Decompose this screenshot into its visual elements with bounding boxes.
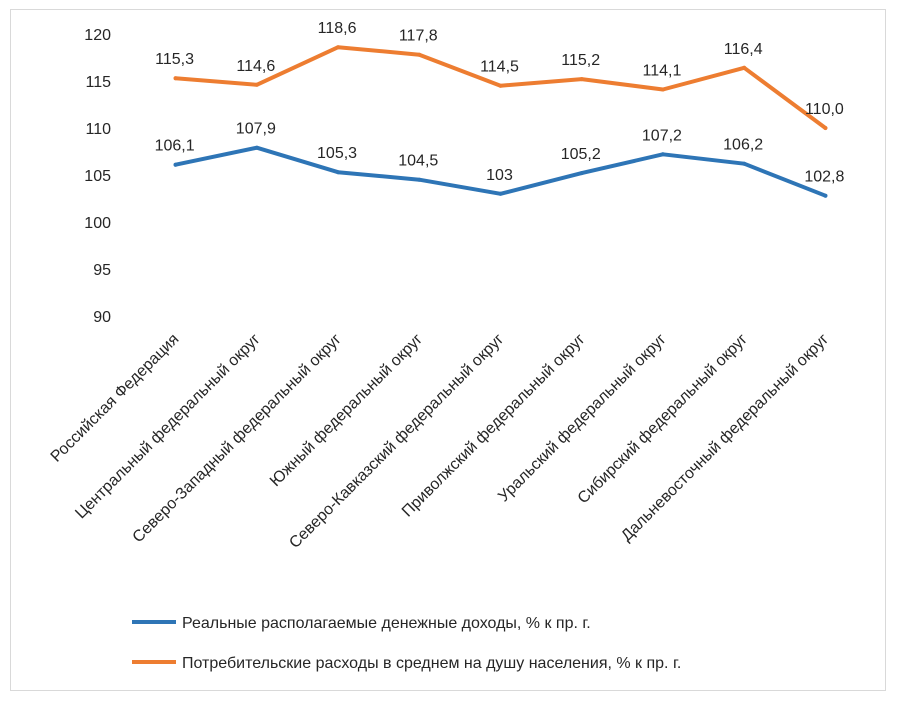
y-tick-label: 100 [84,215,111,232]
y-axis: 90 95 100 105 110 115 120 [84,27,111,326]
y-tick-label: 115 [85,74,111,91]
y-tick-label: 120 [84,27,111,44]
data-point [173,162,178,167]
data-point [254,82,259,87]
chart-frame: 90 95 100 105 110 115 120 Российская Федерация… [10,9,886,691]
data-point [742,161,747,166]
y-tick-label: 105 [84,168,111,185]
y-tick-label: 90 [93,309,111,326]
data-point [417,52,422,57]
data-label: 114,1 [643,62,682,79]
series-layer [173,45,828,198]
data-label: 115,2 [561,52,600,69]
data-point [823,126,828,130]
data-label: 106,1 [155,138,195,155]
data-label: 102,8 [804,169,844,186]
data-point [823,193,828,198]
x-tick-label: Приволжский федеральный округ [399,331,589,521]
data-point [336,45,341,50]
data-label: 110,0 [805,101,844,118]
data-label: 116,4 [724,41,763,58]
data-label: 105,2 [561,146,601,163]
data-label: 114,6 [236,58,275,75]
data-label: 107,2 [642,127,682,144]
data-label: 118,6 [318,20,357,37]
data-label: 114,5 [480,59,519,76]
data-label: 106,2 [723,137,763,154]
x-tick-label: Центральный федеральный округ [72,331,264,523]
x-tick-label: Южный федеральный округ [267,331,426,490]
data-label: 107,9 [236,121,276,138]
data-point [498,191,503,196]
legend: Реальные располагаемые денежные доходы, … [132,615,681,672]
data-point [254,145,259,150]
data-point [579,171,584,176]
data-label: 117,8 [399,28,438,45]
data-label: 104,5 [398,153,438,170]
legend-label-2: Потребительские расходы в среднем на душ… [182,655,681,672]
y-tick-label: 95 [93,262,111,279]
data-point [742,65,747,70]
data-label: 115,3 [155,51,194,68]
data-point [173,76,178,81]
data-point [498,83,503,88]
data-label: 105,3 [317,145,357,162]
x-tick-label: Сибирский федеральный округ [575,331,751,507]
line-chart: 90 95 100 105 110 115 120 Российская Федерация… [48,20,845,672]
data-point [579,77,584,82]
data-point [660,152,665,157]
x-tick-label: Российская Федерация [48,331,183,466]
y-tick-label: 110 [85,121,111,138]
data-label: 103 [486,167,513,184]
legend-label-1: Реальные располагаемые денежные доходы, … [182,615,591,632]
data-point [417,177,422,182]
data-point [336,170,341,175]
data-labels-layer: 106,1 107,9 105,3 104,5 103 105,2 107,2 106,2 10… [155,20,845,186]
x-tick-label: Уральский федеральный округ [495,331,670,506]
data-point [660,87,665,92]
